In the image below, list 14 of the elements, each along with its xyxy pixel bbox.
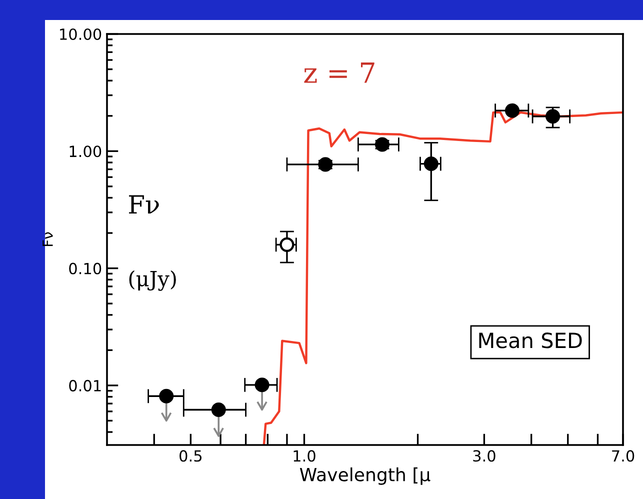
x-tick-label: 7.0 bbox=[612, 450, 634, 462]
x-axis-title: Wavelength [μ bbox=[300, 467, 430, 485]
x-tick-label: 1.0 bbox=[294, 450, 316, 462]
annotation: z = 7 bbox=[304, 62, 374, 83]
annotation: Fν bbox=[129, 195, 159, 214]
y-tick-label: 0.01 bbox=[69, 380, 101, 392]
annotation: Mean SED bbox=[479, 332, 582, 348]
x-tick-label: 0.5 bbox=[180, 450, 202, 462]
annotation: (μJy) bbox=[129, 270, 176, 291]
y-axis-title: Fν bbox=[42, 232, 53, 246]
x-tick-label: 3.0 bbox=[473, 450, 496, 462]
y-tick-label: 0.10 bbox=[69, 262, 102, 274]
y-tick-label: 1.00 bbox=[70, 146, 102, 158]
y-tick-label: 10.00 bbox=[60, 28, 102, 40]
